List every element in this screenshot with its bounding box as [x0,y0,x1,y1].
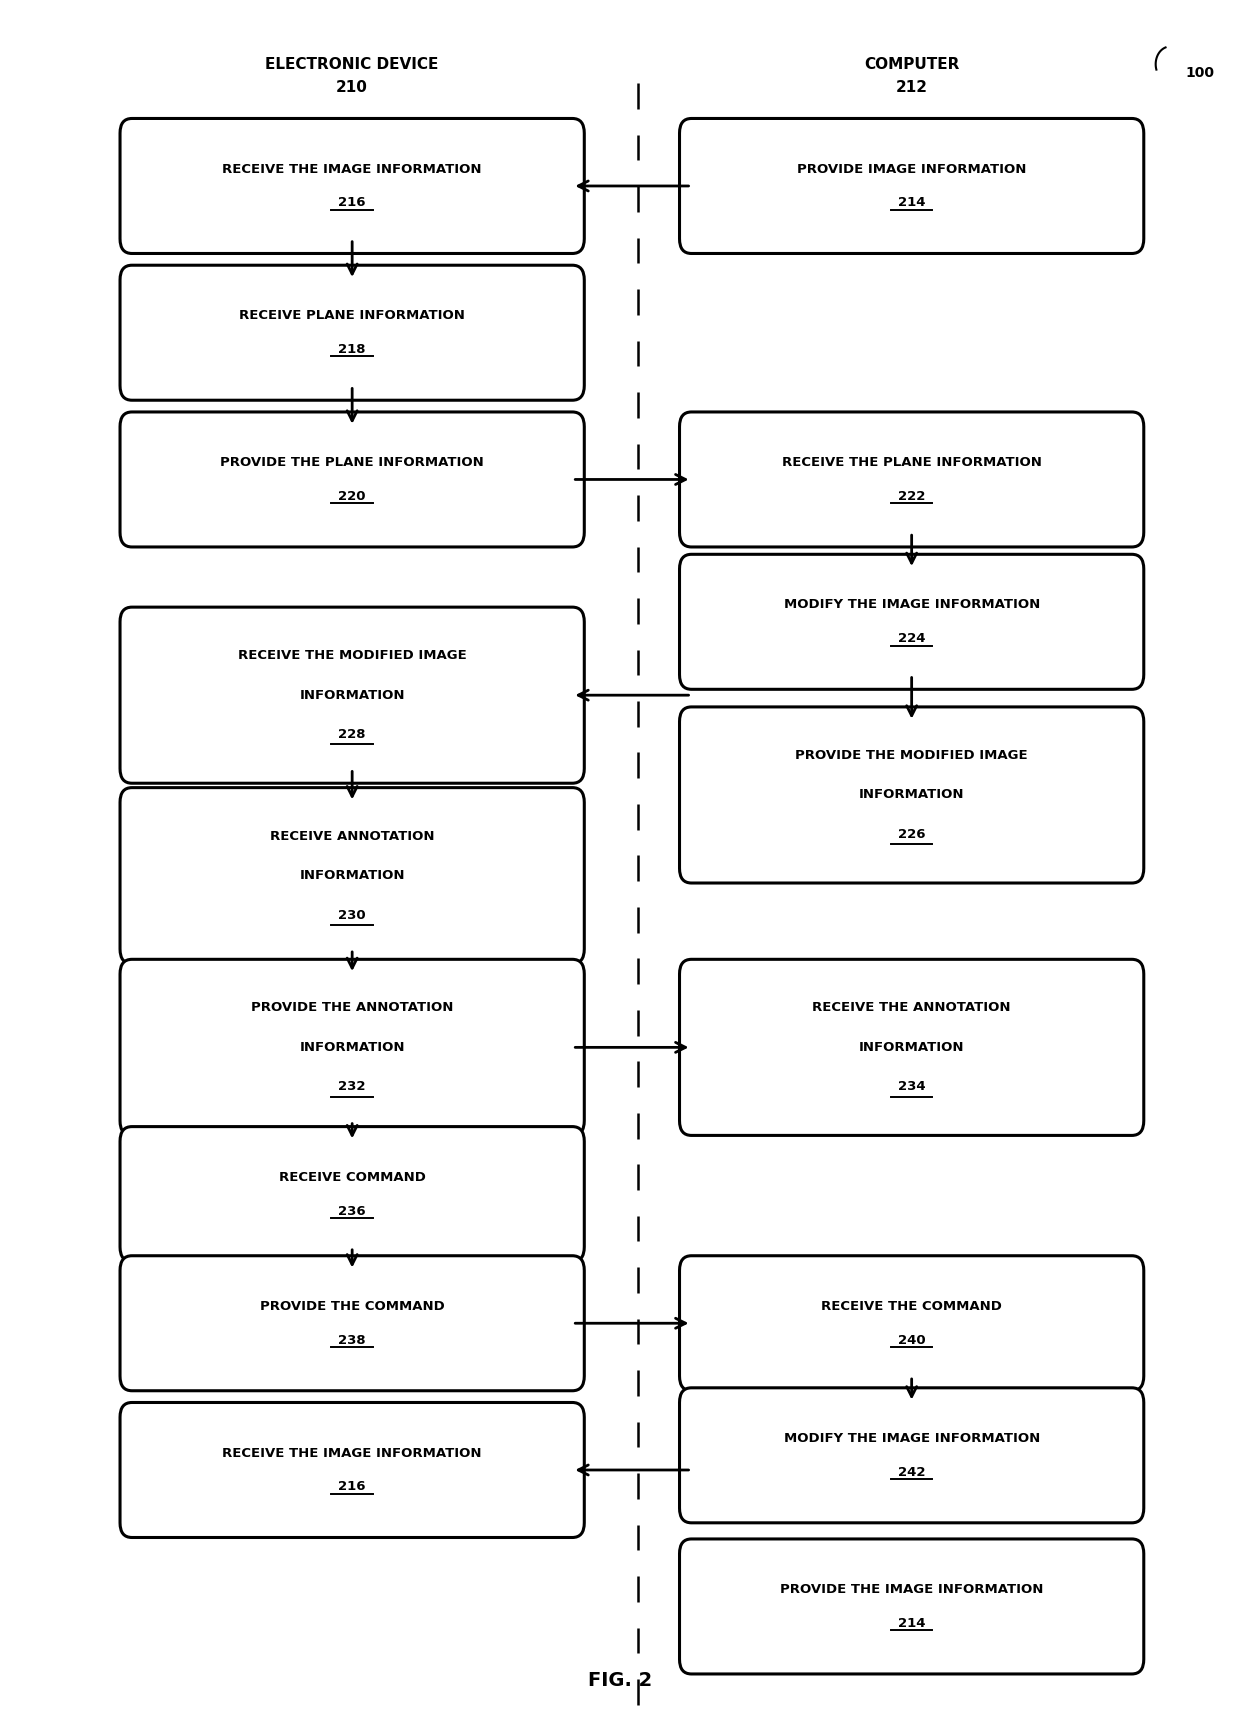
FancyBboxPatch shape [680,1388,1143,1522]
Text: RECEIVE THE MODIFIED IMAGE: RECEIVE THE MODIFIED IMAGE [238,649,466,661]
Text: PROVIDE IMAGE INFORMATION: PROVIDE IMAGE INFORMATION [797,162,1027,176]
FancyBboxPatch shape [680,1539,1143,1674]
Text: COMPUTER: COMPUTER [864,57,960,72]
Text: FIG. 2: FIG. 2 [588,1670,652,1689]
Text: PROVIDE THE COMMAND: PROVIDE THE COMMAND [260,1300,444,1312]
Text: 222: 222 [898,489,925,503]
Text: 214: 214 [898,196,925,210]
Text: RECEIVE THE COMMAND: RECEIVE THE COMMAND [821,1300,1002,1312]
Text: 236: 236 [339,1204,366,1217]
Text: 216: 216 [339,1481,366,1493]
Text: 230: 230 [339,909,366,921]
FancyBboxPatch shape [680,1255,1143,1391]
FancyBboxPatch shape [120,1126,584,1262]
Text: 210: 210 [336,81,368,95]
FancyBboxPatch shape [120,959,584,1135]
Text: RECEIVE PLANE INFORMATION: RECEIVE PLANE INFORMATION [239,310,465,322]
Text: PROVIDE THE IMAGE INFORMATION: PROVIDE THE IMAGE INFORMATION [780,1583,1043,1596]
Text: 218: 218 [339,343,366,356]
Text: INFORMATION: INFORMATION [859,789,965,801]
Text: RECEIVE THE PLANE INFORMATION: RECEIVE THE PLANE INFORMATION [781,456,1042,468]
Text: INFORMATION: INFORMATION [299,1040,405,1054]
Text: PROVIDE THE PLANE INFORMATION: PROVIDE THE PLANE INFORMATION [221,456,484,468]
Text: RECEIVE THE ANNOTATION: RECEIVE THE ANNOTATION [812,1000,1011,1014]
Text: 238: 238 [339,1333,366,1347]
FancyBboxPatch shape [680,959,1143,1135]
Text: INFORMATION: INFORMATION [299,689,405,701]
Text: 242: 242 [898,1465,925,1479]
Text: 220: 220 [339,489,366,503]
FancyBboxPatch shape [120,412,584,548]
Text: 224: 224 [898,632,925,646]
Text: 212: 212 [895,81,928,95]
FancyBboxPatch shape [680,554,1143,689]
Text: RECEIVE THE IMAGE INFORMATION: RECEIVE THE IMAGE INFORMATION [222,1446,482,1460]
Text: 234: 234 [898,1080,925,1093]
Text: INFORMATION: INFORMATION [859,1040,965,1054]
Text: MODIFY THE IMAGE INFORMATION: MODIFY THE IMAGE INFORMATION [784,599,1040,611]
FancyBboxPatch shape [680,119,1143,253]
Text: 240: 240 [898,1333,925,1347]
FancyBboxPatch shape [120,787,584,964]
FancyBboxPatch shape [120,265,584,400]
Text: RECEIVE ANNOTATION: RECEIVE ANNOTATION [270,830,434,842]
Text: RECEIVE THE IMAGE INFORMATION: RECEIVE THE IMAGE INFORMATION [222,162,482,176]
Text: 100: 100 [1185,65,1214,79]
FancyBboxPatch shape [120,1402,584,1538]
FancyBboxPatch shape [120,1255,584,1391]
Text: 226: 226 [898,828,925,840]
FancyBboxPatch shape [120,119,584,253]
Text: 216: 216 [339,196,366,210]
FancyBboxPatch shape [680,708,1143,883]
FancyBboxPatch shape [680,412,1143,548]
Text: PROVIDE THE MODIFIED IMAGE: PROVIDE THE MODIFIED IMAGE [795,749,1028,761]
Text: 214: 214 [898,1617,925,1629]
Text: RECEIVE COMMAND: RECEIVE COMMAND [279,1171,425,1183]
Text: 228: 228 [339,728,366,740]
Text: MODIFY THE IMAGE INFORMATION: MODIFY THE IMAGE INFORMATION [784,1433,1040,1445]
Text: PROVIDE THE ANNOTATION: PROVIDE THE ANNOTATION [250,1000,454,1014]
Text: 232: 232 [339,1080,366,1093]
FancyBboxPatch shape [120,608,584,784]
Text: INFORMATION: INFORMATION [299,870,405,882]
Text: ELECTRONIC DEVICE: ELECTRONIC DEVICE [265,57,439,72]
